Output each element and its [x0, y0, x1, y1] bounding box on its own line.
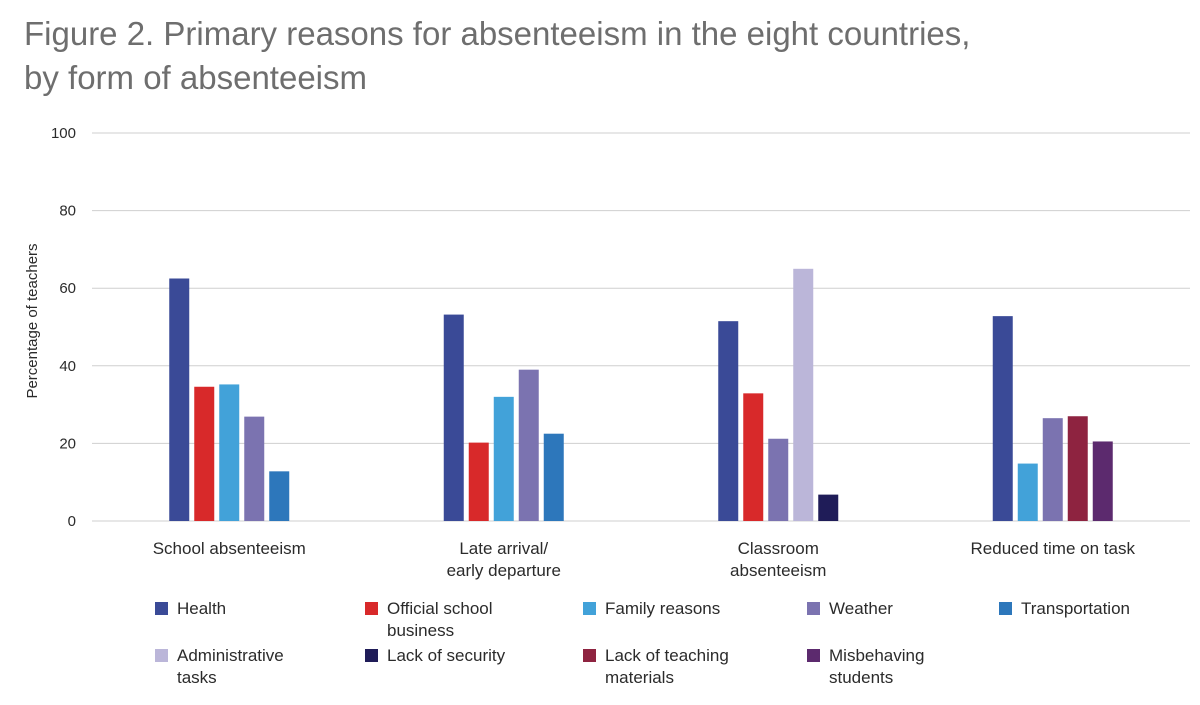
bar [1017, 463, 1038, 521]
legend-item: Transportation [999, 598, 1189, 620]
legend-swatch [807, 649, 820, 662]
legend-swatch [807, 602, 820, 615]
bar [1092, 441, 1113, 521]
bar [793, 268, 814, 521]
x-category-label: Classroom absenteeism [730, 539, 826, 580]
y-tick-label: 40 [59, 358, 76, 375]
legend-swatch [365, 649, 378, 662]
y-tick-label: 100 [51, 125, 76, 142]
legend-swatch [583, 602, 596, 615]
bars [169, 268, 1113, 521]
y-axis-ticks: 0 20 40 60 80 100 [51, 125, 76, 530]
bar [244, 416, 265, 521]
legend-label: Misbehaving students [829, 646, 925, 687]
bar [194, 386, 215, 521]
bar [493, 396, 514, 521]
x-category-label: Reduced time on task [971, 539, 1136, 558]
legend-label: Weather [829, 599, 893, 618]
legend-label: Health [177, 599, 227, 618]
bar [543, 433, 564, 521]
legend-item: Official school business [365, 598, 555, 642]
bar [718, 321, 739, 521]
chart-title-line-1: Figure 2. Primary reasons for absenteeis… [24, 15, 971, 52]
x-category-label: School absenteeism [153, 539, 306, 558]
bar [743, 393, 764, 521]
legend-item: Lack of security [365, 645, 555, 667]
bar [518, 369, 539, 521]
bar [1042, 418, 1063, 521]
legend-label: Lack of security [387, 646, 506, 665]
bar [269, 471, 290, 521]
x-axis-categories: School absenteeism Late arrival/early dep… [153, 539, 1136, 580]
legend-item: Lack of teaching materials [583, 645, 773, 689]
legend-label: Official school business [387, 599, 493, 640]
legend-swatch [155, 649, 168, 662]
legend-swatch [155, 602, 168, 615]
legend-item: Family reasons [583, 598, 773, 620]
legend-item: Health [155, 598, 345, 620]
bar [169, 278, 190, 521]
legend-item: Administrative tasks [155, 645, 345, 689]
bar [992, 316, 1013, 521]
legend-label: Lack of teaching materials [605, 646, 729, 687]
bar [468, 442, 489, 521]
legend-item: Misbehaving students [807, 645, 997, 689]
legend-swatch [999, 602, 1012, 615]
legend-label: Transportation [1021, 599, 1130, 618]
legend-swatch [365, 602, 378, 615]
chart-title-line-2: by form of absenteeism [24, 59, 367, 96]
y-tick-label: 0 [68, 513, 76, 530]
bar [818, 494, 839, 521]
bar [443, 314, 464, 521]
bar [1067, 416, 1088, 521]
bar [219, 384, 240, 521]
y-axis-label: Percentage of teachers [24, 243, 41, 398]
chart-title: Figure 2. Primary reasons for absenteeis… [24, 12, 1174, 100]
legend-label: Family reasons [605, 599, 721, 618]
y-tick-label: 20 [59, 435, 76, 452]
bar [768, 438, 789, 521]
legend-label: Administrative tasks [177, 646, 284, 687]
x-category-label: Late arrival/early departure [447, 539, 561, 580]
legend-item: Weather [807, 598, 997, 620]
legend-swatch [583, 649, 596, 662]
y-tick-label: 80 [59, 203, 76, 220]
y-tick-label: 60 [59, 280, 76, 297]
